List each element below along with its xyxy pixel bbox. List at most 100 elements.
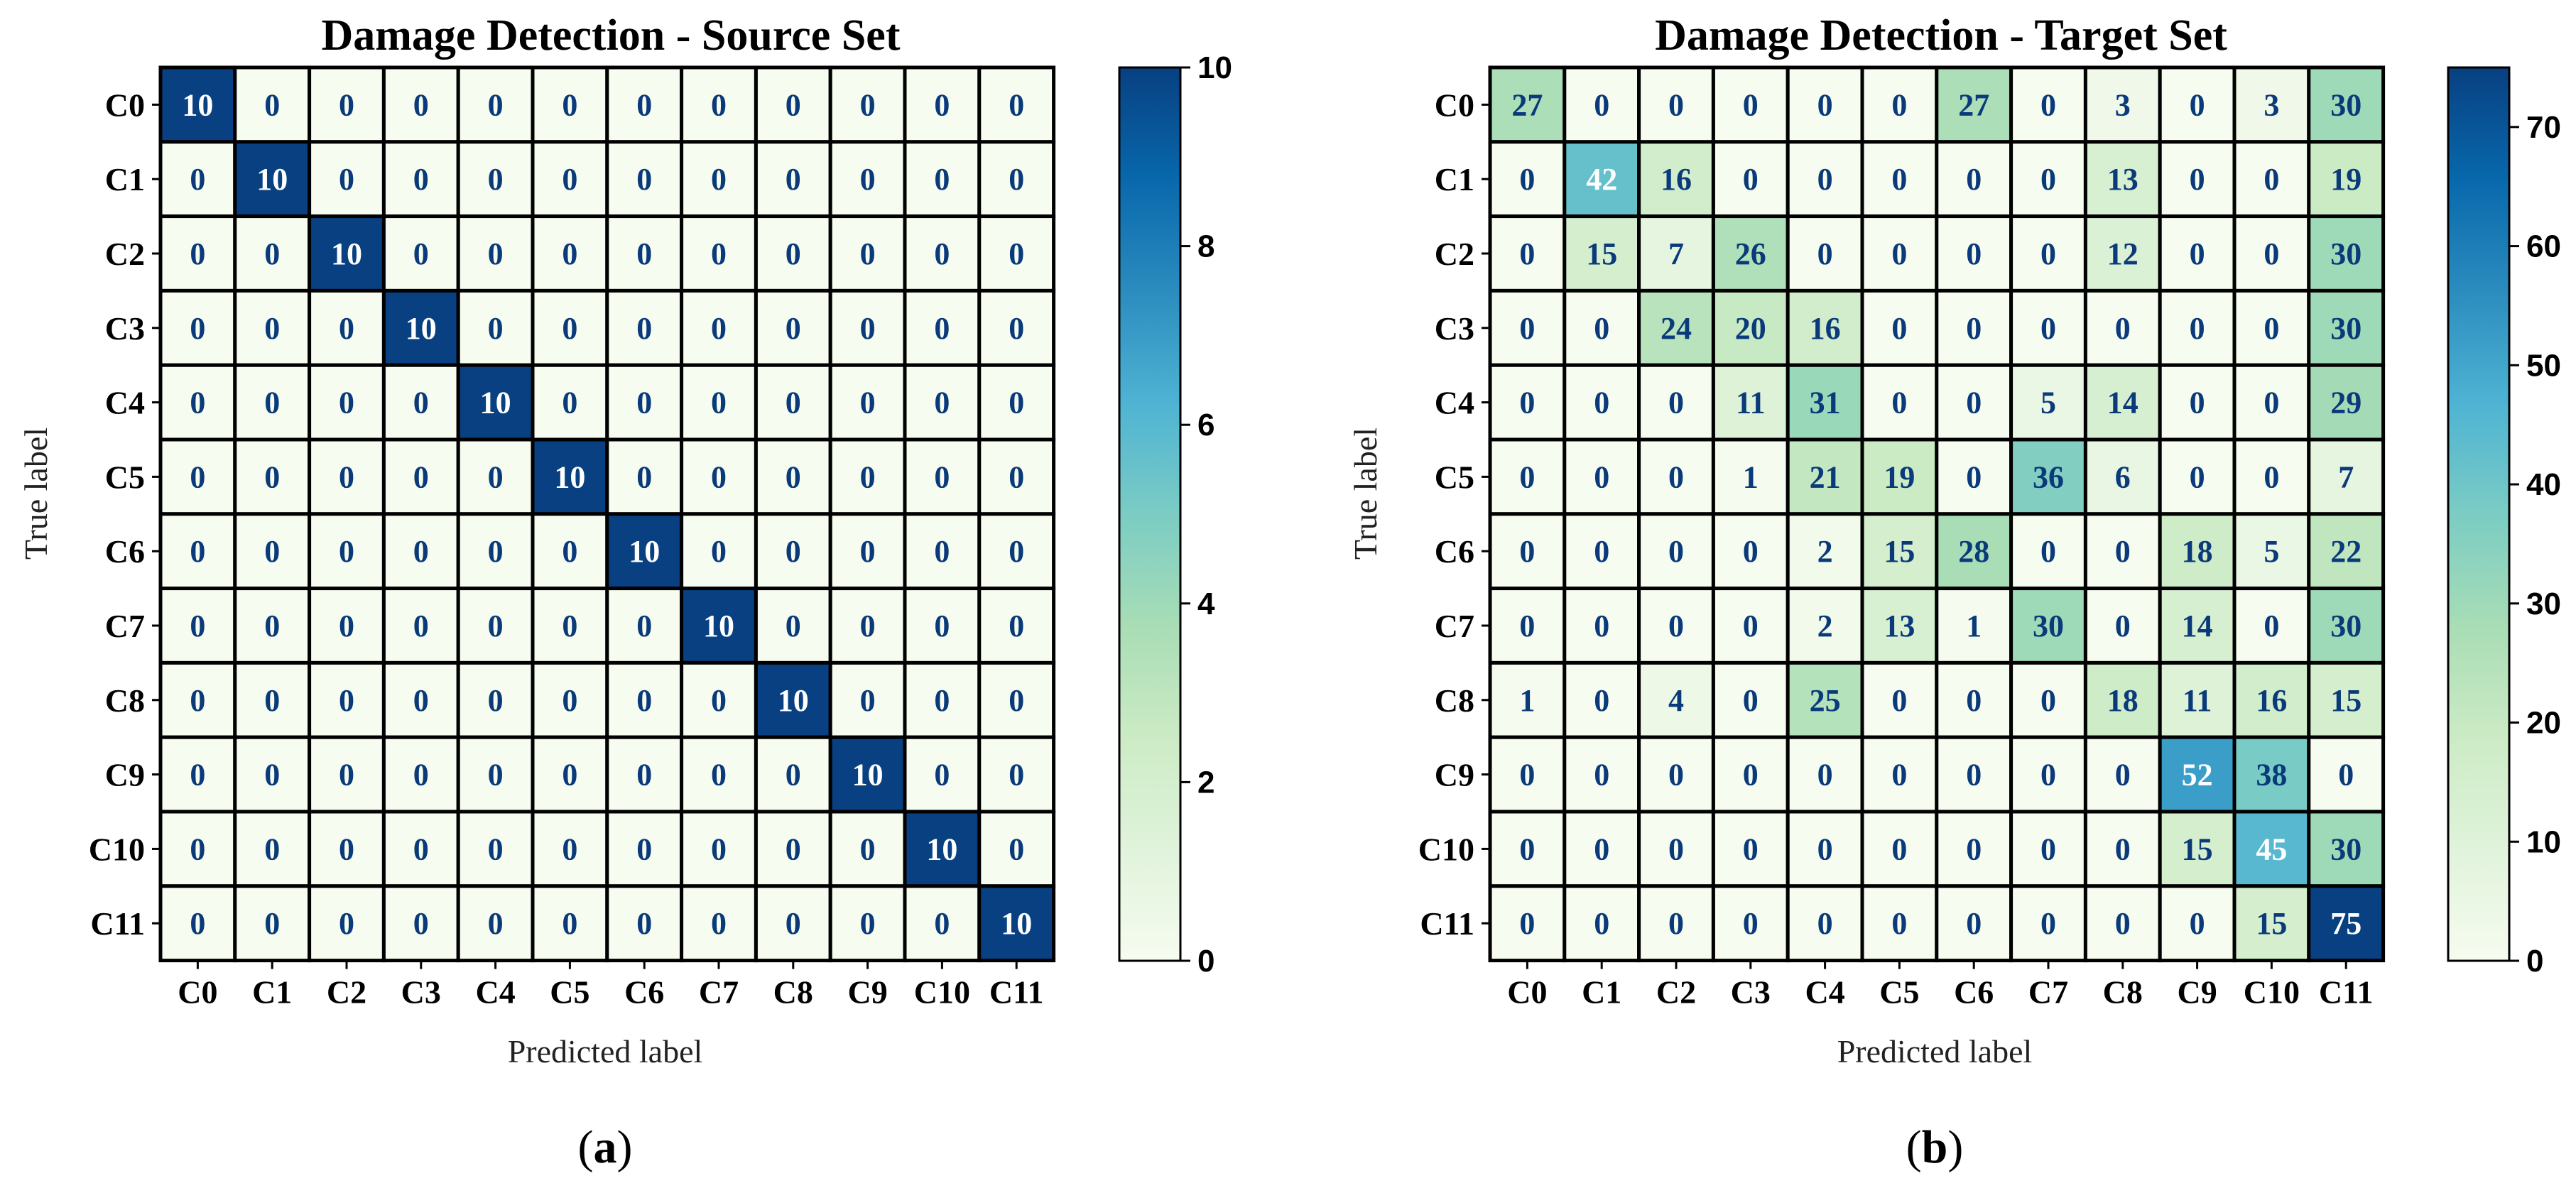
cell-value-label: 0 [1009,758,1024,792]
colorbar-tick-label: 0 [1197,944,1214,979]
cell-value-label: 0 [488,832,504,866]
cell-value-label: 0 [1519,386,1535,420]
cell-value-label: 0 [1966,683,1982,718]
cell-value-label: 30 [2330,832,2362,866]
cell-value-label: 10 [182,87,213,122]
heatmap-cell [977,65,1056,144]
cell-value-label: 27 [1958,87,1989,122]
cell-value-label: 0 [190,832,205,866]
cell-value-label: 45 [2256,832,2287,866]
cell-value-label: 0 [2115,609,2131,643]
cell-value-label: 2 [1817,534,1833,569]
cell-value-label: 0 [1009,87,1024,122]
heatmap-cell [2307,140,2386,219]
cell-value-label: 0 [264,311,280,346]
heatmap-cell [456,587,535,665]
cell-value-label: 0 [2115,758,2131,792]
cell-value-label: 5 [2263,534,2279,569]
heatmap-cell [605,363,684,442]
cell-value-label: 0 [1594,459,1609,494]
y-tick-label: C6 [1435,533,1474,570]
heatmap-cell [381,437,460,516]
cell-value-label: 0 [1817,906,1833,941]
cell-value-label: 30 [2330,87,2362,122]
cell-value-label: 0 [1817,832,1833,866]
cell-value-label: 0 [711,386,727,420]
cell-value-label: 0 [562,758,577,792]
target-y-ticks: C0 C1 C2 C3 C4 C5 C6 C7 C8 C9 C10 C11 [1418,87,1490,942]
heatmap-cell [680,363,758,442]
cell-value-label: 0 [786,758,801,792]
cell-value-label: 0 [1743,87,1759,122]
heatmap-cell [233,735,312,814]
cell-value-label: 0 [2190,236,2205,271]
x-tick-label: C5 [550,974,589,1010]
y-tick-label: C4 [105,385,145,421]
x-tick-label: C1 [1582,974,1621,1010]
x-tick-label: C6 [1954,974,1994,1010]
x-tick-label: C8 [773,974,813,1010]
cell-value-label: 30 [2330,236,2362,271]
target-x-axis-label: Predicted label [1837,1033,2033,1069]
cell-value-label: 10 [926,832,957,866]
heatmap-cell [1935,437,2013,516]
heatmap-cell [2232,140,2311,219]
cell-value-label: 0 [786,906,801,941]
heatmap-cell [456,140,535,219]
heatmap-cell [680,140,758,219]
x-tick-label: C10 [2244,974,2300,1010]
cell-value-label: 0 [860,609,876,643]
cell-value-label: 0 [636,87,652,122]
cell-value-label: 0 [413,758,429,792]
x-tick-label: C6 [624,974,664,1010]
cell-value-label: 0 [1817,162,1833,197]
cell-value-label: 0 [1519,534,1535,569]
cell-value-label: 0 [2040,87,2056,122]
cell-value-label: 18 [2107,683,2138,718]
heatmap-cell [233,884,312,963]
cell-value-label: 0 [636,758,652,792]
cell-value-label: 0 [934,236,950,271]
heatmap-cell [1860,65,1939,144]
heatmap-cell [1711,214,1790,293]
cell-value-label: 5 [2040,386,2056,420]
cell-value-label: 0 [1009,609,1024,643]
cell-value-label: 0 [1668,609,1684,643]
heatmap-cell [2158,363,2237,442]
cell-value-label: 10 [629,534,660,569]
cell-value-label: 0 [711,459,727,494]
cell-value-label: 0 [2338,758,2354,792]
target-y-axis-label: True label [1347,427,1384,560]
cell-value-label: 0 [1966,162,1982,197]
cell-value-label: 0 [2263,311,2279,346]
heatmap-cell [2083,65,2162,144]
cell-value-label: 0 [1594,386,1609,420]
cell-value-label: 19 [1884,459,1915,494]
heatmap-cell [977,660,1056,739]
heatmap-cell [456,214,535,293]
cell-value-label: 0 [2115,534,2131,569]
cell-value-label: 0 [562,87,577,122]
cell-value-label: 31 [1810,386,1841,420]
heatmap-cell [1935,735,2013,814]
heatmap-cell [977,214,1056,293]
heatmap-cell [2232,512,2311,591]
cell-value-label: 0 [934,683,950,718]
cell-value-label: 0 [190,162,205,197]
colorbar-tick-label: 30 [2526,587,2561,621]
x-tick-label: C9 [2177,974,2217,1010]
cell-value-label: 0 [190,609,205,643]
colorbar-tick-label: 70 [2526,110,2561,145]
y-tick-label: C0 [1435,87,1474,123]
x-tick-label: C3 [401,974,441,1010]
cell-value-label: 0 [711,683,727,718]
cell-value-label: 0 [1594,311,1609,346]
cell-value-label: 0 [2040,683,2056,718]
colorbar-tick-label: 2 [1197,765,1214,800]
cell-value-label: 0 [636,832,652,866]
cell-value-label: 26 [1735,236,1766,271]
heatmap-cell [1637,437,1715,516]
heatmap-cell [531,810,609,888]
source-x-ticks: C0 C1 C2 C3 C4 C5 C6 C7 C8 C9 C10 C11 [178,960,1044,1010]
